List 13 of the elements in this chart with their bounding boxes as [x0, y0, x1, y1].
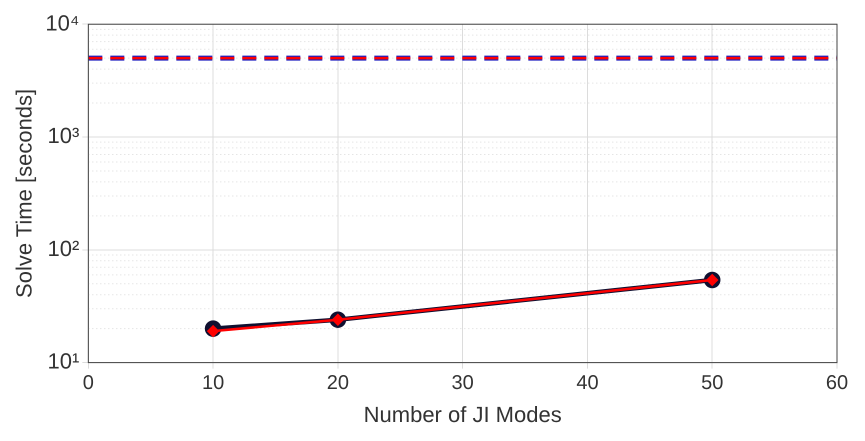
x-tick-label: 30	[452, 372, 474, 394]
x-tick-label: 20	[326, 372, 350, 394]
x-tick-label: 0	[82, 372, 94, 394]
x-tick-label: 50	[701, 372, 724, 394]
x-tick-label: 10	[202, 372, 224, 394]
x-axis-title: Number of JI Modes	[364, 402, 562, 427]
y-tick-label: 10²	[48, 236, 80, 261]
x-tick-label: 40	[576, 372, 599, 394]
y-tick-label: 10⁴	[45, 10, 80, 36]
x-tick-label: 60	[826, 372, 848, 394]
y-tick-label: 10³	[48, 123, 80, 148]
y-axis-title: Solve Time [seconds]	[11, 88, 36, 298]
y-tick-label: 10¹	[48, 348, 80, 374]
